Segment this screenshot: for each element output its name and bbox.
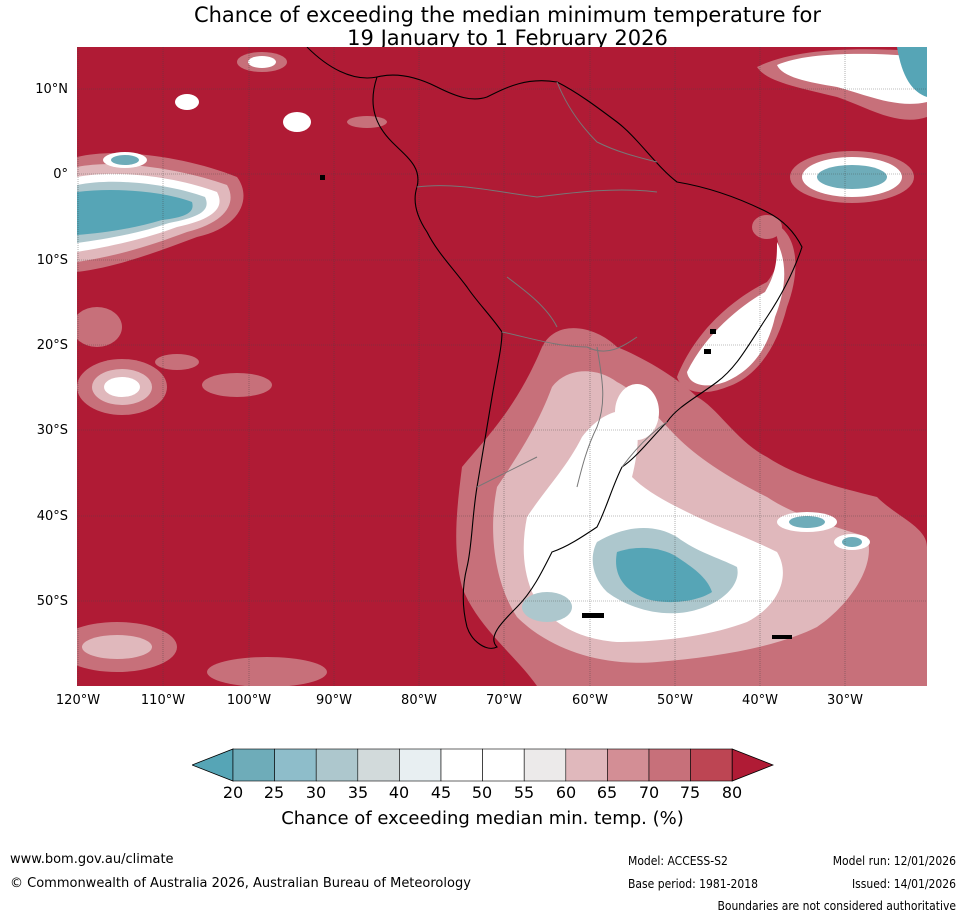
disclaimer: Boundaries are not considered authoritat… <box>717 899 956 913</box>
colorbar-tick: 65 <box>596 783 618 802</box>
map-markers <box>320 175 792 639</box>
lon-label: 30°W <box>827 693 863 708</box>
lon-label: 60°W <box>572 693 608 708</box>
lon-label: 40°W <box>742 693 778 708</box>
probability-map <box>77 47 927 686</box>
map-canvas <box>77 47 927 686</box>
colorbar-tick: 70 <box>638 783 660 802</box>
colorbar-tick: 45 <box>430 783 452 802</box>
colorbar-tick: 55 <box>513 783 535 802</box>
base-period: Base period: 1981-2018 <box>628 877 759 891</box>
title-line-1: Chance of exceeding the median minimum t… <box>193 3 822 27</box>
colorbar-label: Chance of exceeding median min. temp. (%… <box>281 808 684 829</box>
lon-label: 90°W <box>316 693 352 708</box>
model-run: Model run: 12/01/2026 <box>832 854 956 868</box>
lon-label: 100°W <box>226 693 272 708</box>
lat-label: 50°S <box>36 594 68 609</box>
map-title: Chance of exceeding the median minimum t… <box>0 4 965 50</box>
title-line-2: 19 January to 1 February 2026 <box>347 26 668 50</box>
lat-label: 10°S <box>36 253 68 268</box>
lat-label: 40°S <box>36 509 68 524</box>
atlantic-equatorial-anomaly <box>790 151 914 203</box>
lon-label: 110°W <box>140 693 186 708</box>
website-link[interactable]: www.bom.gov.au/climate <box>10 852 174 867</box>
lon-label: 50°W <box>657 693 693 708</box>
southern-cone-anomaly <box>456 328 927 686</box>
lon-label: 70°W <box>486 693 522 708</box>
country-borders <box>416 81 668 488</box>
model-name: Model: ACCESS-S2 <box>628 854 728 868</box>
colorbar-tick: 40 <box>388 783 410 802</box>
colorbar-tick: 25 <box>263 783 285 802</box>
lon-label: 80°W <box>401 693 437 708</box>
pacific-equatorial-anomaly <box>77 152 244 272</box>
northeast-anomaly <box>757 47 927 120</box>
lat-label: 10°N <box>35 82 68 97</box>
lat-label: 30°S <box>36 423 68 438</box>
colorbar-tick: 75 <box>679 783 701 802</box>
colorbar-tick: 35 <box>347 783 369 802</box>
colorbar-tick: 60 <box>555 783 577 802</box>
south-america-coastline <box>372 74 803 649</box>
colorbar-tick: 80 <box>721 783 743 802</box>
colorbar-tick: 50 <box>471 783 493 802</box>
colorbar-tick: 20 <box>222 783 244 802</box>
lon-label: 120°W <box>55 693 101 708</box>
lat-label: 0° <box>53 167 68 182</box>
lat-label: 20°S <box>36 338 68 353</box>
colorbar <box>192 748 774 782</box>
central-america-coastline <box>306 47 378 79</box>
copyright: © Commonwealth of Australia 2026, Austra… <box>10 876 471 891</box>
colorbar-tick: 30 <box>305 783 327 802</box>
map-gridlines <box>77 47 927 686</box>
issued-date: Issued: 14/01/2026 <box>851 877 956 891</box>
